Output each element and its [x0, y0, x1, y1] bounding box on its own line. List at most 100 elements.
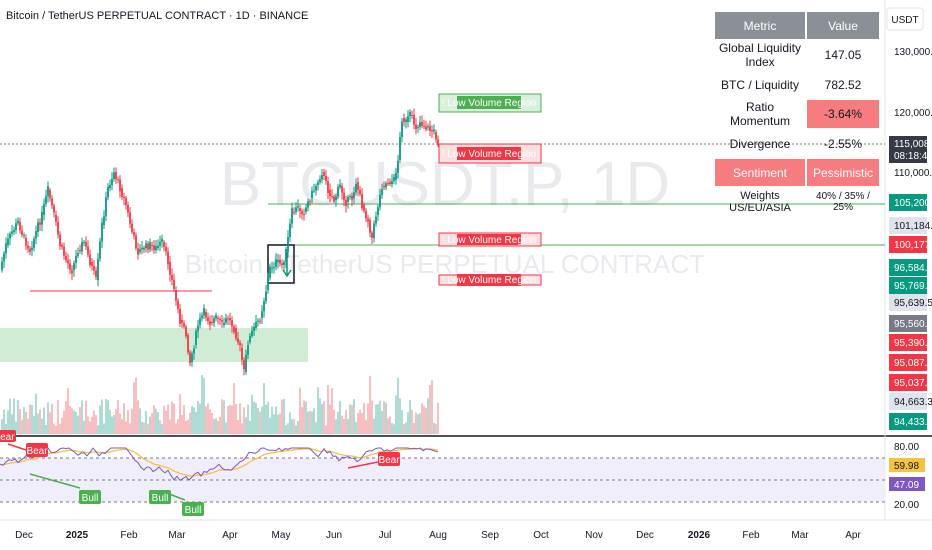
volume-bar — [313, 408, 315, 434]
volume-bar — [359, 409, 361, 434]
oscillator-band — [0, 458, 885, 502]
low-volume-label: ! Low Volume Region — [442, 98, 537, 109]
volume-bar — [347, 419, 349, 434]
candle-body — [261, 311, 263, 318]
candle-body — [143, 247, 145, 250]
currency-button[interactable] — [886, 7, 924, 31]
candle-body — [183, 322, 185, 327]
volume-bar — [165, 410, 167, 434]
volume-bar — [409, 399, 411, 434]
candle-body — [187, 335, 189, 353]
candle-body — [249, 335, 251, 342]
volume-bar — [31, 405, 33, 434]
candle-body — [345, 199, 347, 206]
candle-body — [237, 338, 239, 343]
volume-bar — [215, 418, 217, 434]
candle-body — [211, 322, 213, 323]
oscillator-scale-top: 80.00 — [894, 442, 919, 453]
price-tag: 95,639.5 — [889, 294, 932, 311]
volume-bar — [49, 412, 51, 434]
volume-bar — [17, 400, 19, 434]
candle-body — [31, 247, 33, 250]
candle-body — [347, 196, 349, 202]
volume-bar — [79, 407, 81, 434]
candle-body — [387, 183, 389, 185]
metric-label: Weights US/EU/ASIA — [729, 189, 791, 214]
candle-body — [29, 248, 31, 252]
candle-body — [403, 118, 405, 123]
candle-body — [343, 192, 345, 200]
time-tick: Mar — [168, 530, 186, 541]
candle-body — [19, 222, 21, 231]
candle-body — [287, 237, 289, 252]
candle-body — [5, 243, 7, 254]
volume-bar — [351, 405, 353, 434]
candle-body — [291, 208, 293, 224]
metric-label: Divergence — [729, 136, 791, 151]
volume-bar — [253, 401, 255, 434]
candle-body — [395, 172, 397, 180]
volume-bar — [147, 423, 149, 434]
candle-body — [77, 253, 79, 256]
candle-body — [265, 291, 267, 302]
time-axis[interactable]: Dec 2025 Feb Mar Apr May Jun Jul Aug Sep… — [15, 530, 861, 541]
metric-label: Ratio Momentum — [729, 100, 791, 128]
volume-bar — [397, 377, 399, 434]
volume-bar — [121, 419, 123, 434]
candle-body — [419, 122, 421, 127]
sentiment-label: Sentiment — [715, 159, 805, 186]
volume-bar — [425, 408, 427, 434]
candle-body — [71, 269, 73, 274]
candles[interactable] — [1, 108, 439, 376]
svg-text:105,200.8: 105,200.8 — [894, 198, 932, 209]
time-tick: Apr — [845, 530, 861, 541]
candle-body — [49, 190, 51, 199]
symbol-title[interactable]: Bitcoin / TetherUS PERPETUAL CONTRACT · … — [6, 10, 309, 22]
volume-bar — [137, 400, 139, 434]
candle-body — [41, 212, 43, 225]
candle-body — [229, 318, 231, 321]
volume-bar — [189, 412, 191, 434]
volume-bar — [39, 409, 41, 434]
volume-bar — [377, 404, 379, 434]
volume-bar — [261, 406, 263, 434]
candle-body — [427, 126, 429, 128]
volume-bar — [119, 413, 121, 434]
svg-text:96,584.6: 96,584.6 — [894, 263, 932, 274]
candle-body — [73, 262, 75, 270]
candle-body — [253, 326, 255, 331]
candle-body — [129, 212, 131, 224]
volume-bar — [325, 425, 327, 434]
time-tick: Feb — [742, 530, 760, 541]
arrow-down-icon — [282, 252, 292, 278]
svg-text:Bear: Bear — [378, 455, 400, 466]
volume-bar — [305, 401, 307, 434]
metrics-header-metric: Metric — [715, 12, 805, 39]
candle-body — [333, 196, 335, 202]
candle-body — [99, 241, 101, 259]
volume-bar — [323, 401, 325, 434]
volume-bar — [85, 400, 87, 434]
time-tick: 2026 — [688, 530, 711, 541]
candle-body — [235, 328, 237, 339]
candle-body — [155, 246, 157, 251]
volume-bar — [345, 409, 347, 434]
candle-body — [25, 238, 27, 246]
metric-label: Global Liquidity Index — [718, 41, 802, 69]
candle-body — [305, 207, 307, 212]
bear-marker: Bear — [0, 430, 16, 443]
volume-bar — [289, 412, 291, 434]
candle-body — [267, 277, 269, 290]
volume-bar — [169, 419, 171, 434]
volume-bar — [287, 423, 289, 434]
support-zone — [0, 328, 308, 362]
candle-body — [351, 196, 353, 200]
candle-body — [325, 175, 327, 182]
volume-bar — [69, 406, 71, 434]
volume-bar — [315, 422, 317, 434]
volume-bar — [423, 405, 425, 434]
volume-bar — [361, 412, 363, 434]
candle-body — [151, 245, 153, 246]
candle-body — [401, 121, 403, 137]
